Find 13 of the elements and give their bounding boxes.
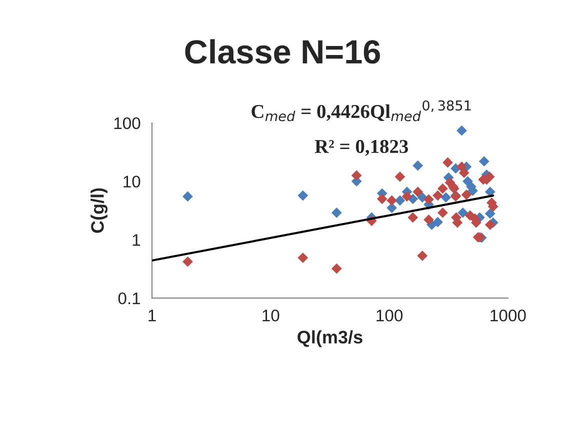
x-tick-label: 100 [376, 310, 403, 322]
x-tick-label: 1 [148, 310, 156, 322]
y-tick-label: 100 [114, 117, 140, 130]
annotation: R² = 0,1823 [314, 140, 408, 156]
x-tick-label: 1000 [490, 310, 526, 322]
chart-title: Classe N=16 [185, 39, 380, 64]
y-tick-label: 1 [132, 234, 140, 246]
y-tick-label: 0.1 [118, 292, 140, 304]
y-tick-label: 10 [124, 176, 140, 188]
x-axis-title: Ql(m3/s [298, 330, 362, 348]
y-axis-title: C(g/l) [90, 188, 108, 233]
x-tick-label: 10 [262, 310, 280, 322]
text: C$_{med}$ = 0,4426Ql$_{med}$$^{0,3851}$ [252, 100, 471, 122]
